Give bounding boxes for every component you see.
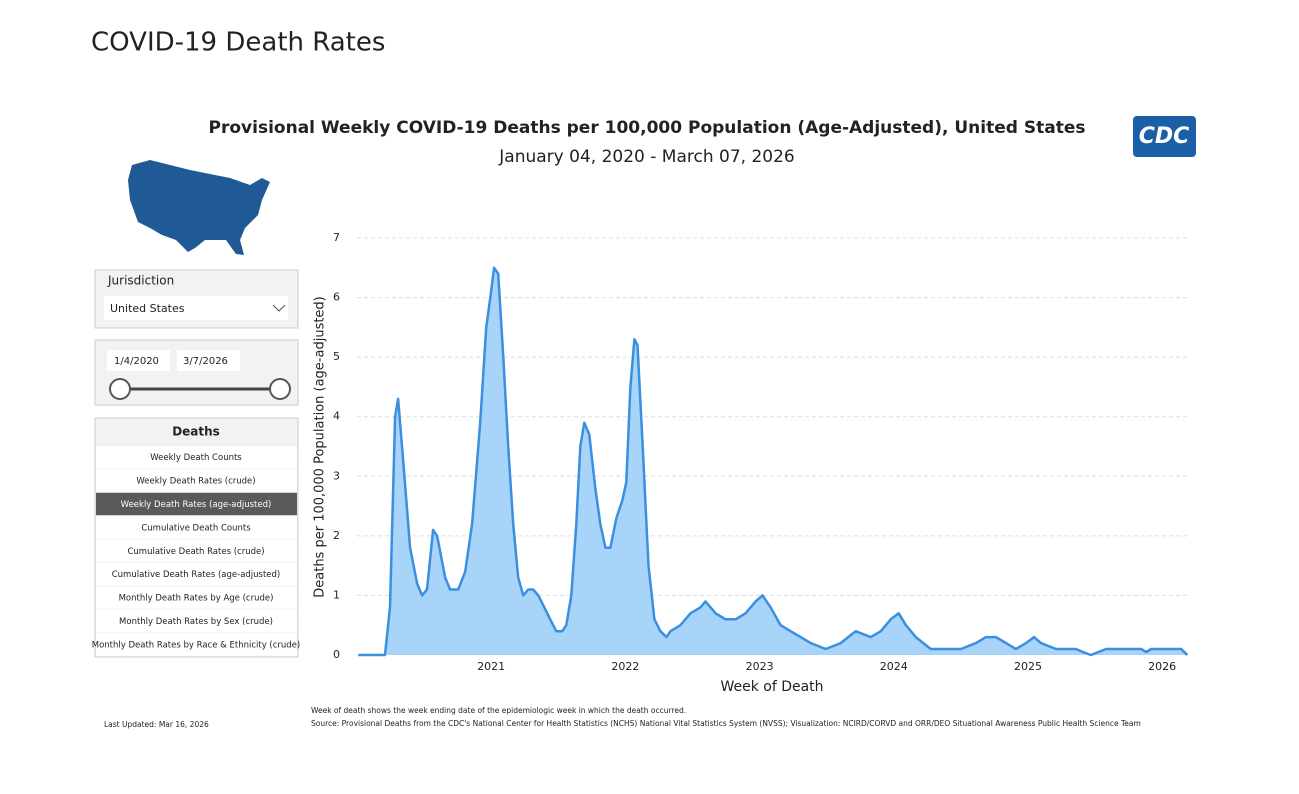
x-tick-label: 2025 [1014, 660, 1042, 673]
menu-option[interactable] [96, 469, 297, 492]
y-tick-label: 6 [333, 291, 340, 304]
menu-option-label: Monthly Death Rates by Sex (crude) [119, 617, 273, 627]
slider-handle[interactable] [109, 378, 131, 400]
source-note: Source: Provisional Deaths from the CDC'… [311, 719, 1141, 728]
page-title: COVID-19 Death Rates [91, 28, 385, 58]
x-tick-label: 2022 [611, 660, 639, 673]
dropdown[interactable] [104, 296, 288, 320]
area-line [358, 266, 1189, 657]
slider-handle[interactable] [269, 378, 291, 400]
dropdown-arrow [272, 304, 286, 312]
menu-option-label: Monthly Death Rates by Race & Ethnicity … [92, 640, 301, 650]
date-end: 3/7/2026 [183, 356, 228, 367]
logo-text: CDC [1139, 124, 1190, 149]
logo-box [1133, 116, 1196, 157]
y-tick-label: 7 [333, 231, 340, 244]
date-input[interactable] [107, 350, 170, 371]
date-filter: 1/4/2020 3/7/2026 [94, 339, 299, 406]
filter-label: Jurisdiction [107, 274, 174, 288]
menu-option[interactable] [96, 516, 297, 539]
y-axis-label: Deaths per 100,000 Population (age-adjus… [313, 296, 328, 598]
x-tick-label: 2024 [880, 660, 908, 673]
menu-option-label: Cumulative Death Counts [141, 523, 251, 533]
y-tick-label: 5 [333, 350, 340, 363]
menu-option[interactable] [96, 563, 297, 586]
menu-option[interactable] [96, 446, 297, 469]
menu-option-label: Weekly Death Counts [150, 453, 242, 463]
menu-option[interactable] [96, 609, 297, 633]
y-tick-label: 4 [333, 410, 340, 423]
us-map[interactable] [128, 160, 270, 255]
menu-option-label: Weekly Death Rates (age-adjusted) [121, 500, 272, 510]
menu-option-label: Monthly Death Rates by Age (crude) [119, 594, 274, 604]
date-input[interactable] [177, 350, 240, 371]
menu-option[interactable] [96, 586, 297, 609]
menu-option-label: Cumulative Death Rates (crude) [127, 547, 264, 557]
chart-subtitle: January 04, 2020 - March 07, 2026 [498, 147, 794, 167]
x-tick-label: 2026 [1148, 660, 1176, 673]
y-tick-label: 2 [333, 529, 340, 542]
menu-option[interactable] [96, 492, 297, 516]
note: Week of death shows the week ending date… [311, 706, 686, 715]
y-tick-label: 1 [333, 588, 340, 601]
menu-option-label: Weekly Death Rates (crude) [136, 477, 255, 487]
cdc-logo: CDC [1133, 116, 1196, 157]
area-fill [358, 267, 1188, 655]
date-start: 1/4/2020 [114, 356, 159, 367]
x-tick-label: 2023 [746, 660, 774, 673]
x-axis-label: Week of Death [720, 679, 823, 695]
metric-menu: Deaths Weekly Death Counts Weekly Death R… [92, 417, 301, 658]
chart: Deaths per 100,000 Population (age-adjus… [313, 231, 1189, 695]
jurisdiction-filter: Jurisdiction United States [94, 269, 299, 329]
x-tick-label: 2021 [477, 660, 505, 673]
y-tick-label: 3 [333, 469, 340, 482]
menu-option-label: Cumulative Death Rates (age-adjusted) [112, 570, 281, 580]
last-updated: Last Updated: Mar 16, 2026 [104, 720, 209, 729]
menu-title: Deaths [172, 425, 220, 439]
menu-option[interactable] [96, 539, 297, 562]
menu-option[interactable] [96, 633, 297, 656]
chart-title: Provisional Weekly COVID-19 Deaths per 1… [209, 118, 1086, 138]
dropdown-value: United States [110, 302, 185, 315]
y-tick-label: 0 [333, 648, 340, 661]
